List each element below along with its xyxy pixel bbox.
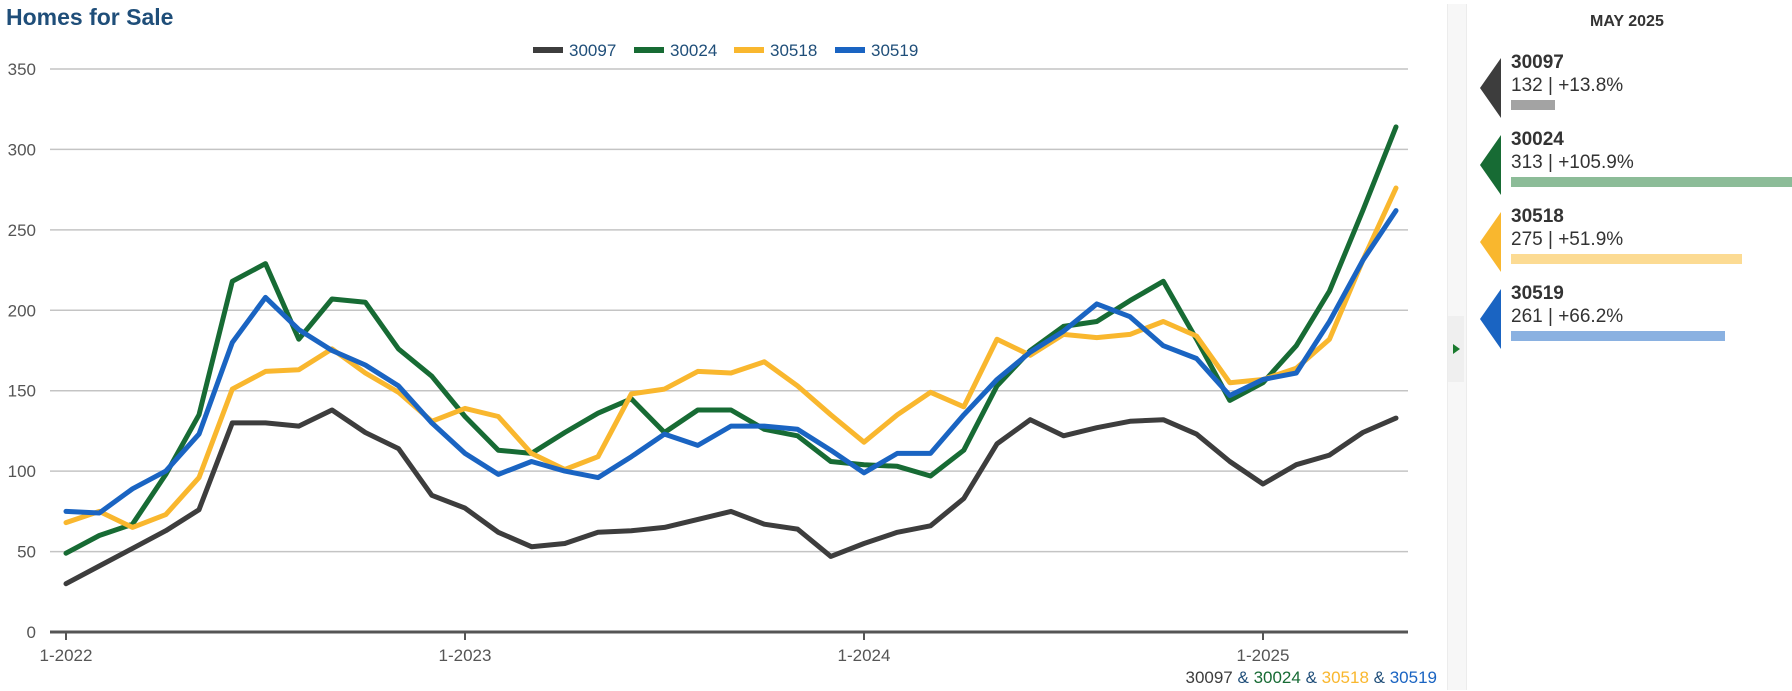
caret-right-icon (1453, 344, 1460, 354)
card-zip: 30519 (1511, 283, 1564, 304)
summary-card-30024[interactable]: 30024 313 | +105.9% (1480, 129, 1792, 195)
summary-card-30097[interactable]: 30097 132 | +13.8% (1480, 52, 1780, 118)
triangle-pointer-icon (1480, 212, 1501, 272)
y-tick-label: 0 (27, 623, 36, 642)
legend-label-30518[interactable]: 30518 (770, 41, 817, 60)
footer-series-legend: 30097 & 30024 & 30518 & 30519 (1185, 668, 1437, 688)
footer-legend-part: & (1368, 668, 1390, 687)
line-chart: 0 50 100 150 200 250 300 350 1-2022 1-2023 1-2024… (8, 41, 1408, 665)
series-line-30024[interactable] (63, 124, 1399, 556)
footer-legend-part: 30024 (1253, 668, 1301, 687)
panel-title: MAY 2025 (1590, 13, 1664, 30)
collapse-panel-button[interactable] (1448, 316, 1464, 382)
card-zip: 30024 (1511, 129, 1564, 150)
card-stat: 261 | +66.2% (1511, 306, 1624, 327)
y-tick-label: 300 (8, 140, 36, 159)
card-value-bar (1511, 331, 1725, 341)
series-line-30518[interactable] (63, 185, 1399, 530)
x-tick-label: 1-2024 (838, 646, 891, 665)
x-tick-label: 1-2025 (1237, 646, 1290, 665)
x-tick-label: 1-2023 (439, 646, 492, 665)
y-tick-label: 100 (8, 462, 36, 481)
y-tick-label: 150 (8, 382, 36, 401)
card-value-bar (1511, 100, 1555, 110)
card-zip: 30097 (1511, 52, 1564, 73)
y-tick-label: 200 (8, 301, 36, 320)
legend: 30097 30024 30518 30519 (533, 41, 918, 60)
footer-legend-part: & (1232, 668, 1254, 687)
chart-title: Homes for Sale (6, 4, 174, 30)
card-stat: 275 | +51.9% (1511, 229, 1624, 250)
legend-label-30097[interactable]: 30097 (569, 41, 616, 60)
y-tick-label: 50 (17, 543, 36, 562)
legend-label-30519[interactable]: 30519 (871, 41, 918, 60)
series-lines (63, 124, 1399, 587)
series-line-30519[interactable] (63, 208, 1399, 516)
triangle-pointer-icon (1480, 135, 1501, 195)
card-value-bar (1511, 177, 1792, 187)
legend-label-30024[interactable]: 30024 (670, 41, 717, 60)
card-stat: 132 | +13.8% (1511, 75, 1624, 96)
triangle-pointer-icon (1480, 289, 1501, 349)
x-tick-label: 1-2022 (40, 646, 93, 665)
card-stat: 313 | +105.9% (1511, 152, 1634, 173)
series-line-30097[interactable] (63, 407, 1399, 587)
triangle-pointer-icon (1480, 58, 1501, 118)
y-tick-label: 350 (8, 60, 36, 79)
y-tick-label: 250 (8, 221, 36, 240)
card-zip: 30518 (1511, 206, 1564, 227)
footer-legend-part: 30518 (1321, 668, 1369, 687)
summary-card-30519[interactable]: 30519 261 | +66.2% (1480, 283, 1780, 349)
y-axis-ticks: 0 50 100 150 200 250 300 350 (8, 60, 36, 642)
card-value-bar (1511, 254, 1742, 264)
summary-card-30518[interactable]: 30518 275 | +51.9% (1480, 206, 1780, 272)
footer-legend-part: 30097 (1185, 668, 1233, 687)
x-axis-ticks: 1-2022 1-2023 1-2024 1-2025 (40, 632, 1290, 665)
footer-legend-part: 30519 (1389, 668, 1437, 687)
footer-legend-part: & (1300, 668, 1322, 687)
